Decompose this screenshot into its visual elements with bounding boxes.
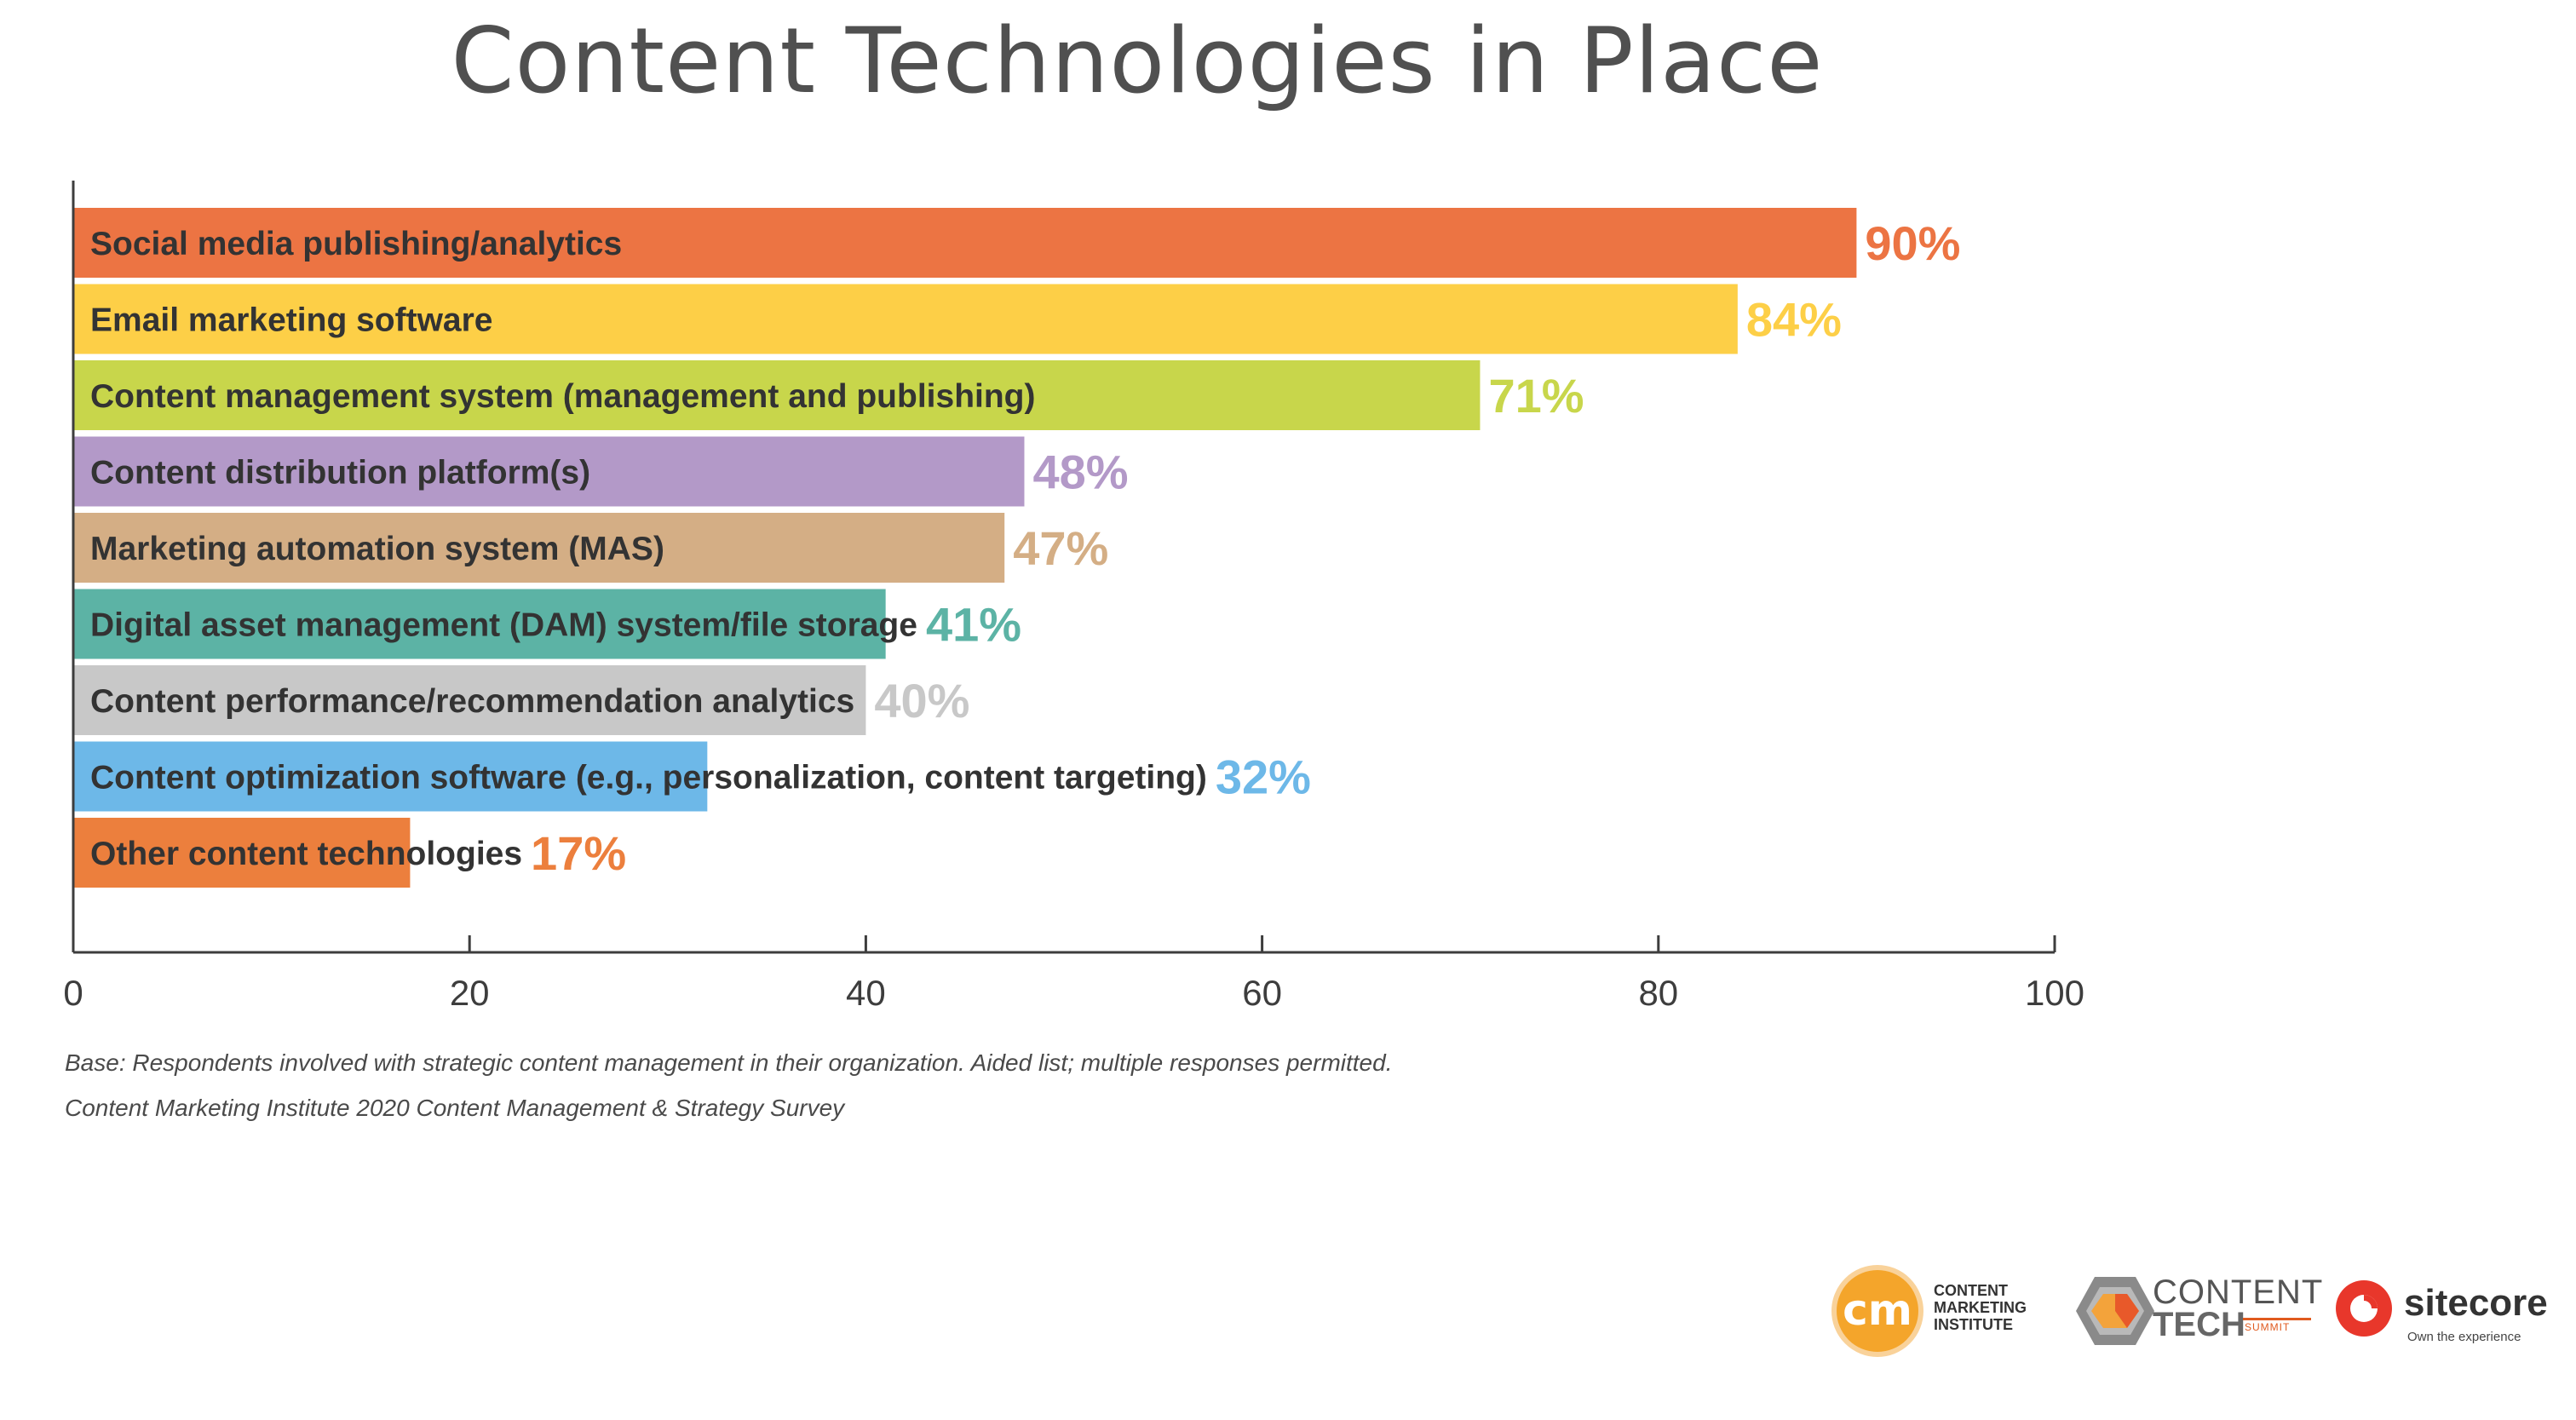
x-tick-label: 0: [63, 973, 83, 1013]
bars-layer: [73, 208, 1857, 888]
bar: [73, 741, 708, 812]
sitecore-logo: sitecore Own the experience: [2334, 1256, 2548, 1367]
category-label: Content management system (management an…: [90, 378, 1035, 415]
value-label: 71%: [1488, 369, 1584, 423]
value-labels-layer: 90% 84% 71% 48% 47% 41% 40% 32% 17%: [531, 216, 1960, 880]
content-tech-line2: TECH: [2153, 1306, 2245, 1343]
category-label: Content performance/recommendation analy…: [90, 683, 854, 720]
cmi-logo-mark: cm: [1831, 1265, 1923, 1357]
footnote-base: Base: Respondents involved with strategi…: [65, 1049, 1393, 1076]
bar: [73, 360, 1481, 430]
x-tick-label: 60: [1242, 973, 1282, 1013]
cmi-logo-words: CONTENT MARKETING INSTITUTE: [1934, 1282, 2036, 1333]
chart-title: Content Technologies in Place: [451, 9, 1824, 113]
content-tech-logo: CONTENT TECH SUMMIT: [2074, 1256, 2322, 1367]
bar: [73, 818, 411, 888]
category-label: Social media publishing/analytics: [90, 226, 622, 262]
value-label: 40%: [874, 674, 969, 727]
x-tick-label: 100: [2025, 973, 2084, 1013]
category-label: Email marketing software: [90, 302, 493, 339]
category-label: Marketing automation system (MAS): [90, 531, 664, 567]
x-axis: 0 20 40 60 80 100: [63, 181, 2084, 1013]
category-label: Digital asset management (DAM) system/fi…: [90, 607, 917, 644]
category-label: Content optimization software (e.g., per…: [90, 760, 1207, 796]
cmi-logo-line: MARKETING: [1934, 1299, 2027, 1316]
value-label: 84%: [1746, 293, 1842, 347]
content-tech-rule: [2243, 1318, 2311, 1320]
content-tech-line3: SUMMIT: [2245, 1321, 2291, 1333]
x-tick-label: 40: [846, 973, 886, 1013]
sitecore-tagline: Own the experience: [2407, 1330, 2521, 1344]
x-tick-label: 20: [450, 973, 490, 1013]
bar: [73, 513, 1005, 583]
value-label: 17%: [531, 826, 626, 880]
value-label: 90%: [1865, 216, 1960, 270]
bar: [73, 436, 1025, 507]
bar: [73, 284, 1738, 354]
bar: [73, 589, 886, 659]
hexagon-icon: [2076, 1277, 2154, 1345]
footnote-source: Content Marketing Institute 2020 Content…: [65, 1095, 845, 1121]
bar: [73, 665, 866, 735]
value-label: 32%: [1216, 750, 1311, 804]
category-labels-layer: Social media publishing/analytics Email m…: [90, 226, 1207, 872]
sponsor-logos: cm CONTENT MARKETING INSTITUTE CONTENT T…: [1831, 1256, 2548, 1367]
sitecore-wordmark: sitecore: [2404, 1282, 2548, 1324]
bar: [73, 208, 1857, 278]
category-label: Content distribution platform(s): [90, 455, 590, 492]
cmi-logo-line: CONTENT: [1934, 1282, 2008, 1299]
value-label: 41%: [926, 598, 1021, 652]
cmi-logo: cm CONTENT MARKETING INSTITUTE: [1831, 1256, 2036, 1367]
sitecore-swirl-icon: [2336, 1280, 2392, 1337]
x-tick-label: 80: [1638, 973, 1678, 1013]
value-label: 47%: [1013, 521, 1108, 575]
cmi-logo-line: INSTITUTE: [1934, 1316, 2013, 1333]
content-tech-line1: CONTENT: [2153, 1273, 2324, 1311]
value-label: 48%: [1032, 446, 1128, 499]
category-label: Other content technologies: [90, 836, 522, 872]
